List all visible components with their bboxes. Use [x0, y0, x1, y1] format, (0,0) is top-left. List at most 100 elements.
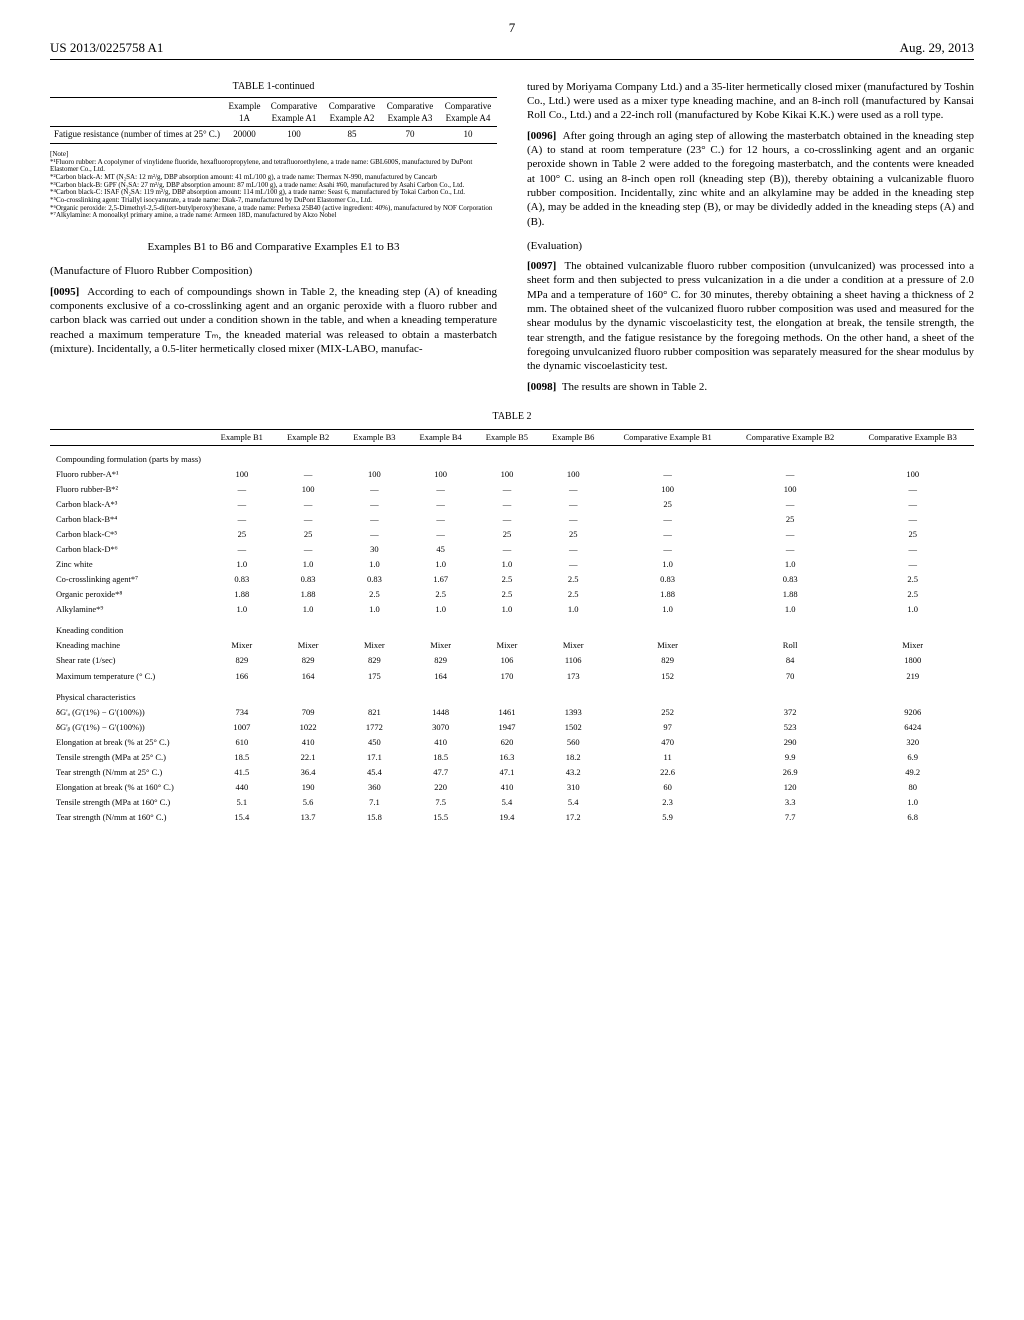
t2-cell: 36.4	[275, 765, 341, 780]
t2-cell: 18.5	[408, 750, 474, 765]
t2-cell: 829	[606, 653, 729, 668]
t2-row-label: Elongation at break (% at 160° C.)	[50, 780, 209, 795]
table1-notes: [Note] *¹Fluoro rubber: A copolymer of v…	[50, 151, 497, 220]
t2-row-label: Carbon black-D*⁶	[50, 542, 209, 557]
t2-cell: —	[540, 512, 606, 527]
t2-cell: 1393	[540, 705, 606, 720]
para-num: [0096]	[527, 130, 556, 142]
t2-cell: —	[851, 497, 974, 512]
t2-cell: Mixer	[408, 638, 474, 653]
note-line: *⁷Alkylamine: A monoalkyl primary amine,…	[50, 212, 497, 220]
t2-cell: 734	[209, 705, 275, 720]
t2-cell: 164	[275, 669, 341, 684]
t2-cell: —	[209, 542, 275, 557]
t2-cell: 25	[606, 497, 729, 512]
t2-cell: 6.8	[851, 810, 974, 825]
t2-cell: —	[474, 482, 540, 497]
t2-cell: 1.88	[275, 587, 341, 602]
t2-cell: Mixer	[341, 638, 407, 653]
t2-cell: Mixer	[209, 638, 275, 653]
t2-cell: 0.83	[209, 572, 275, 587]
t2-cell: 15.5	[408, 810, 474, 825]
t2-cell: 100	[341, 467, 407, 482]
t2-cell: 1.0	[851, 795, 974, 810]
t2-cell: 7.5	[408, 795, 474, 810]
evaluation-heading: (Evaluation)	[527, 239, 974, 253]
t2-cell: 1.0	[851, 602, 974, 617]
t2-row-label: Alkylamine*⁹	[50, 602, 209, 617]
t2-cell: 13.7	[275, 810, 341, 825]
t2-cell: —	[606, 542, 729, 557]
t2-col: Comparative Example B1	[606, 430, 729, 446]
t1-col: Comparative Example A3	[381, 99, 439, 127]
para-num: [0095]	[50, 286, 79, 298]
t2-cell: Mixer	[474, 638, 540, 653]
t2-cell: 1106	[540, 653, 606, 668]
t2-cell: 3070	[408, 720, 474, 735]
t2-cell: 3.3	[729, 795, 852, 810]
t2-cell: 829	[275, 653, 341, 668]
t2-cell: 1947	[474, 720, 540, 735]
t2-cell: 523	[729, 720, 852, 735]
t2-cell: —	[408, 527, 474, 542]
t2-cell: 170	[474, 669, 540, 684]
t2-cell: —	[729, 467, 852, 482]
t1-col: Example 1A	[224, 99, 265, 127]
t2-cell: 821	[341, 705, 407, 720]
t2-cell: 2.5	[341, 587, 407, 602]
t2-cell: 60	[606, 780, 729, 795]
t1-col: Comparative Example A2	[323, 99, 381, 127]
t2-cell: 15.4	[209, 810, 275, 825]
t2-cell: 1.88	[729, 587, 852, 602]
t2-cell: 47.7	[408, 765, 474, 780]
manufacture-heading: (Manufacture of Fluoro Rubber Compositio…	[50, 264, 497, 278]
t2-cell: 43.2	[540, 765, 606, 780]
t2-cell: 1.0	[408, 557, 474, 572]
table2-wrap: TABLE 2 Example B1 Example B2 Example B3…	[50, 410, 974, 825]
t2-section: Compounding formulation (parts by mass)	[50, 446, 974, 467]
t2-cell: —	[474, 512, 540, 527]
t2-cell: 45	[408, 542, 474, 557]
table1-title: TABLE 1-continued	[50, 80, 497, 93]
t2-cell: 1.0	[729, 602, 852, 617]
t2-cell: 18.2	[540, 750, 606, 765]
t2-cell: 5.4	[540, 795, 606, 810]
t2-cell: 1.88	[606, 587, 729, 602]
t2-cell: 560	[540, 735, 606, 750]
t2-cell: 0.83	[341, 572, 407, 587]
t2-cell: Roll	[729, 638, 852, 653]
t2-row-label: Tear strength (N/mm at 160° C.)	[50, 810, 209, 825]
t2-cell: Mixer	[851, 638, 974, 653]
t2-cell: 70	[729, 669, 852, 684]
t2-row-label: Maximum temperature (° C.)	[50, 669, 209, 684]
t2-cell: 25	[851, 527, 974, 542]
t2-row-label: Tensile strength (MPa at 25° C.)	[50, 750, 209, 765]
table2-title: TABLE 2	[50, 410, 974, 423]
para-text: The results are shown in Table 2.	[562, 381, 707, 393]
t2-col: Example B1	[209, 430, 275, 446]
t2-cell: 16.3	[474, 750, 540, 765]
t2-cell: —	[540, 497, 606, 512]
t2-cell: —	[408, 497, 474, 512]
t2-cell: 17.1	[341, 750, 407, 765]
t2-cell: 15.8	[341, 810, 407, 825]
t2-cell: —	[408, 512, 474, 527]
t2-cell: 0.83	[606, 572, 729, 587]
t2-row-label: Organic peroxide*⁸	[50, 587, 209, 602]
t2-cell: 1772	[341, 720, 407, 735]
t2-col: Example B2	[275, 430, 341, 446]
t2-cell: —	[729, 542, 852, 557]
t2-cell: —	[408, 482, 474, 497]
t2-cell: 100	[275, 482, 341, 497]
t2-row-label: Carbon black-B*⁴	[50, 512, 209, 527]
t2-cell: 30	[341, 542, 407, 557]
t2-cell: —	[851, 482, 974, 497]
t2-col: Comparative Example B2	[729, 430, 852, 446]
t2-cell: —	[209, 482, 275, 497]
t2-cell: 11	[606, 750, 729, 765]
t2-cell: 2.5	[474, 587, 540, 602]
t2-cell: 22.1	[275, 750, 341, 765]
t2-cell: 0.83	[729, 572, 852, 587]
t2-cell: 2.5	[851, 587, 974, 602]
t2-cell: —	[851, 542, 974, 557]
